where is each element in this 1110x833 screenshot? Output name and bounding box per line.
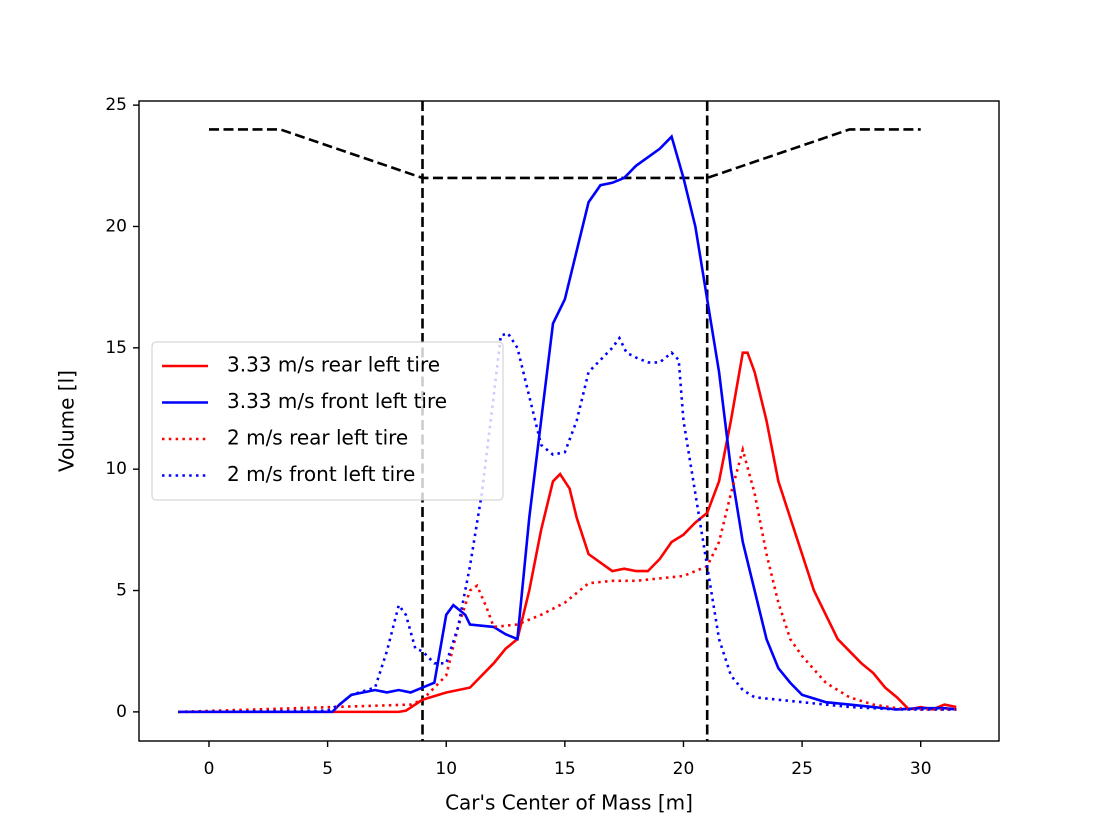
x-tick-label: 10: [435, 759, 457, 779]
legend-label: 2 m/s front left tire: [227, 462, 415, 486]
series-line: [178, 351, 957, 714]
y-axis-label: Volume [l]: [55, 370, 79, 472]
x-tick-label: 0: [204, 759, 215, 779]
x-tick-label: 30: [910, 759, 932, 779]
legend-label: 3.33 m/s rear left tire: [227, 353, 440, 377]
x-axis-label: Car's Center of Mass [m]: [445, 791, 693, 815]
x-tick-label: 5: [322, 759, 333, 779]
series-line: [178, 444, 957, 714]
x-tick-label: 25: [791, 759, 813, 779]
x-tick-label: 20: [673, 759, 695, 779]
x-tick-label: 15: [554, 759, 576, 779]
series-line: [178, 331, 957, 714]
y-tick-label: 5: [116, 581, 127, 601]
y-tick-label: 20: [105, 216, 127, 236]
legend-label: 2 m/s rear left tire: [227, 426, 408, 450]
y-tick-label: 25: [105, 95, 127, 115]
plot-frame: [138, 100, 1000, 742]
y-tick-label: 15: [105, 338, 127, 358]
profile-line: [208, 128, 921, 180]
legend-label: 3.33 m/s front left tire: [227, 389, 447, 413]
series-line: [178, 134, 957, 714]
legend-box: [151, 341, 504, 501]
y-tick-label: 0: [116, 702, 127, 722]
y-tick-label: 10: [105, 459, 127, 479]
